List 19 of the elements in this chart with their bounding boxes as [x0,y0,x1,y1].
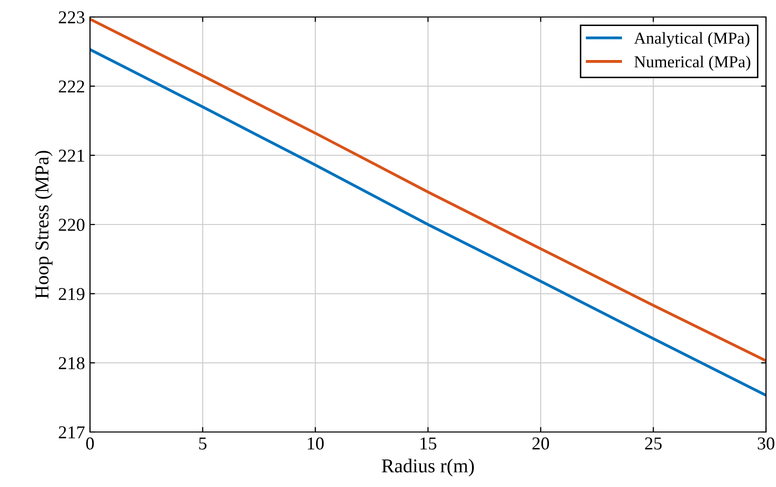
y-tick-label: 222 [58,80,84,92]
y-tick-label: 217 [58,426,85,438]
y-tick-label: 219 [58,288,84,300]
x-tick-label: 15 [420,437,436,450]
x-tick-label: 20 [532,437,550,450]
y-tick-label: 220 [58,218,84,231]
x-tick-label: 0 [86,437,94,450]
x-axis-title: Radius r(m) [382,458,474,476]
x-tick-label: 5 [199,438,206,450]
x-tick-label: 25 [645,437,662,450]
line-series [90,48,766,397]
y-axis-title: Hoop Stress (MPa) [34,150,52,298]
legend-label: Analytical (MPa) [634,32,750,48]
y-tick-label: 223 [58,11,84,24]
x-tick-label: 30 [758,437,774,450]
x-tick-label: 10 [308,437,324,450]
y-tick-label: 221 [58,150,84,162]
legend-label: Numerical (MPa) [634,56,750,71]
y-tick-label: 218 [58,357,84,370]
